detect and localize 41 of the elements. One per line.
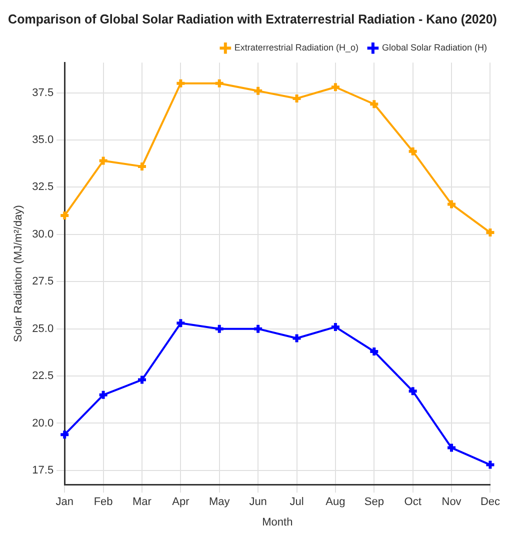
x-axis-title: Month bbox=[262, 516, 293, 528]
chart-title: Comparison of Global Solar Radiation with Extraterrestrial Radiation - Kano (2020) bbox=[8, 11, 497, 26]
y-tick-label: 37.5 bbox=[32, 86, 54, 99]
x-tick-label: May bbox=[208, 496, 230, 508]
y-axis-title: Solar Radiation (MJ/m²/day) bbox=[12, 205, 25, 342]
x-tick-label: Jan bbox=[56, 496, 74, 508]
point bbox=[330, 82, 341, 93]
x-tick-label: Nov bbox=[442, 496, 462, 508]
point bbox=[214, 323, 225, 334]
legend-label: Extraterrestrial Radiation (H_o) bbox=[234, 42, 358, 53]
point bbox=[407, 146, 418, 157]
x-tick-label: Sep bbox=[364, 496, 384, 508]
x-tick-label: Dec bbox=[480, 496, 500, 508]
x-tick-label: Jun bbox=[249, 496, 267, 508]
x-tick-label: Jul bbox=[290, 496, 304, 508]
legend-label: Global Solar Radiation (H) bbox=[382, 42, 488, 53]
x-tick-label: Oct bbox=[404, 496, 422, 508]
y-tick-label: 25.0 bbox=[32, 322, 54, 335]
y-tick-label: 22.5 bbox=[32, 370, 54, 382]
x-tick-label: Feb bbox=[94, 496, 113, 508]
y-tick-label: 30.0 bbox=[32, 228, 54, 240]
y-tick-label: 17.5 bbox=[32, 464, 54, 476]
x-tick-label: Aug bbox=[326, 496, 346, 508]
point bbox=[214, 78, 225, 89]
point bbox=[98, 389, 109, 400]
x-tick-label: Apr bbox=[172, 496, 190, 508]
y-tick-label: 27.5 bbox=[32, 276, 54, 288]
x-tick-label: Mar bbox=[132, 496, 152, 508]
point bbox=[252, 85, 264, 96]
point bbox=[407, 386, 418, 397]
point bbox=[368, 98, 380, 110]
point bbox=[175, 78, 186, 89]
y-tick-label: 35.0 bbox=[32, 134, 54, 146]
point bbox=[98, 155, 109, 166]
y-tick-label: 32.5 bbox=[32, 181, 54, 194]
point bbox=[252, 323, 264, 334]
y-tick-label: 20.0 bbox=[32, 417, 54, 430]
point bbox=[291, 332, 302, 344]
point bbox=[446, 198, 458, 210]
point bbox=[175, 318, 186, 329]
point bbox=[446, 442, 458, 454]
